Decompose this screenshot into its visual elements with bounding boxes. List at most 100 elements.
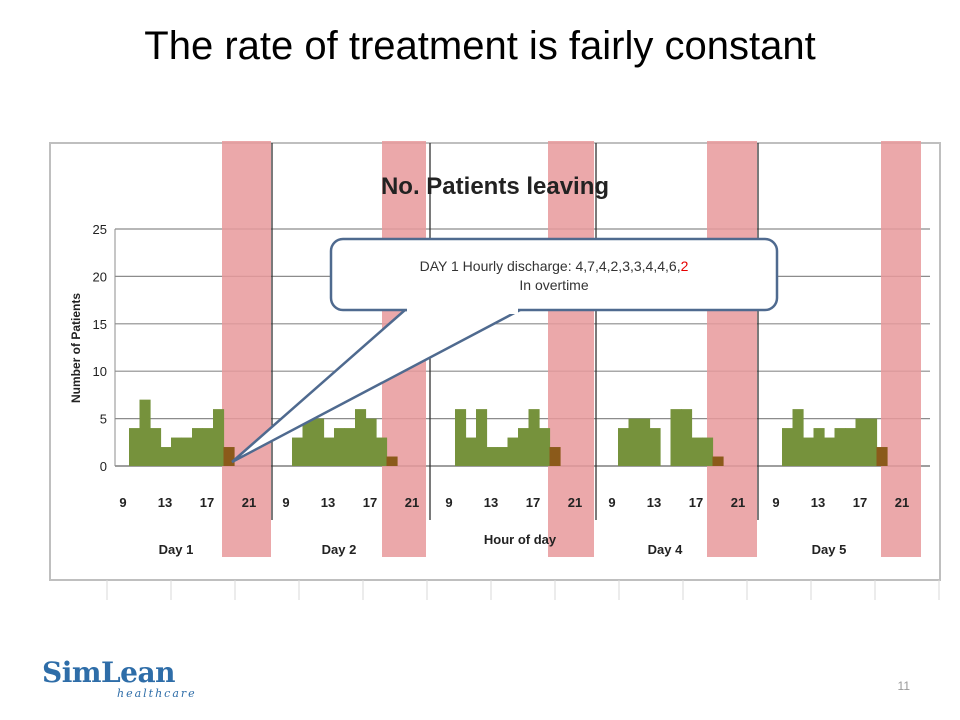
bar bbox=[192, 428, 204, 466]
bar bbox=[344, 428, 356, 466]
logo-wordmark: SimLean bbox=[42, 656, 176, 689]
day-label: Day 1 bbox=[159, 542, 194, 557]
overtime-band bbox=[548, 141, 594, 557]
day-label: Day 2 bbox=[322, 542, 357, 557]
bar bbox=[139, 399, 151, 466]
page-number: 11 bbox=[897, 679, 910, 693]
overtime-bar bbox=[876, 447, 888, 466]
overtime-band bbox=[222, 141, 271, 557]
x-tick-label: 9 bbox=[772, 495, 779, 510]
callout-line-1: DAY 1 Hourly discharge: 4,7,4,2,3,3,4,4,… bbox=[420, 258, 689, 274]
bar bbox=[539, 428, 551, 466]
bar bbox=[376, 437, 388, 466]
bar bbox=[455, 409, 467, 466]
bar bbox=[639, 418, 651, 466]
x-tick-label: 21 bbox=[242, 495, 256, 510]
x-tick-label: 13 bbox=[811, 495, 825, 510]
x-tick-label: 13 bbox=[484, 495, 498, 510]
callout-line-2: In overtime bbox=[519, 277, 588, 293]
bar bbox=[628, 418, 640, 466]
y-tick-label: 25 bbox=[93, 222, 107, 237]
x-tick-label: 17 bbox=[853, 495, 867, 510]
bar bbox=[528, 409, 540, 466]
callout: DAY 1 Hourly discharge: 4,7,4,2,3,3,4,4,… bbox=[231, 237, 779, 464]
callout-line-1-prefix: DAY 1 Hourly discharge: 4,7,4,2,3,3,4,4,… bbox=[420, 258, 681, 274]
chart-frame bbox=[49, 142, 941, 581]
bar bbox=[649, 428, 661, 466]
bar-layer bbox=[129, 399, 888, 466]
overtime-bar bbox=[386, 456, 398, 466]
bar bbox=[365, 418, 377, 466]
bar bbox=[507, 437, 519, 466]
bar bbox=[150, 428, 162, 466]
bar bbox=[824, 437, 836, 466]
bar bbox=[213, 409, 225, 466]
bar bbox=[486, 447, 498, 466]
callout-pointer-mask bbox=[407, 306, 518, 314]
bar bbox=[292, 437, 304, 466]
bar bbox=[834, 428, 846, 466]
overtime-bar bbox=[712, 456, 724, 466]
bar bbox=[302, 418, 314, 466]
overtime-band bbox=[881, 141, 921, 557]
y-tick-label: 15 bbox=[93, 317, 107, 332]
y-tick-label: 20 bbox=[93, 269, 107, 284]
overtime-bar bbox=[223, 447, 235, 466]
bar bbox=[792, 409, 804, 466]
bar bbox=[313, 418, 325, 466]
bar bbox=[476, 409, 488, 466]
x-tick-label: 17 bbox=[526, 495, 540, 510]
x-tick-label: 13 bbox=[321, 495, 335, 510]
x-tick-label: 9 bbox=[608, 495, 615, 510]
overtime-band bbox=[707, 141, 757, 557]
day-label: Day 5 bbox=[812, 542, 847, 557]
bar bbox=[803, 437, 815, 466]
bar bbox=[181, 437, 193, 466]
bar bbox=[618, 428, 630, 466]
x-tick-label: 21 bbox=[568, 495, 582, 510]
bar bbox=[845, 428, 857, 466]
x-tick-label: 17 bbox=[363, 495, 377, 510]
y-axis-label: Number of Patients bbox=[69, 293, 83, 403]
x-axis-label: Hour of day bbox=[484, 532, 557, 547]
bar bbox=[465, 437, 477, 466]
bar bbox=[782, 428, 794, 466]
day-label: Day 4 bbox=[648, 542, 683, 557]
bar bbox=[855, 418, 867, 466]
y-tick-label: 10 bbox=[93, 364, 107, 379]
bar bbox=[518, 428, 530, 466]
bar bbox=[334, 428, 346, 466]
bar bbox=[866, 418, 878, 466]
callout-box bbox=[329, 237, 779, 312]
overtime-bar bbox=[549, 447, 561, 466]
chart-title: No. Patients leaving bbox=[381, 173, 609, 200]
x-tick-label: 17 bbox=[200, 495, 214, 510]
bar bbox=[670, 409, 682, 466]
x-tick-label: 9 bbox=[119, 495, 126, 510]
bar bbox=[355, 409, 367, 466]
bar bbox=[497, 447, 509, 466]
bar bbox=[160, 447, 172, 466]
bar bbox=[813, 428, 825, 466]
callout-overtime-value: 2 bbox=[681, 258, 689, 274]
y-tick-label: 0 bbox=[100, 459, 107, 474]
x-tick-label: 9 bbox=[445, 495, 452, 510]
bar bbox=[323, 437, 335, 466]
bar bbox=[202, 428, 214, 466]
bar bbox=[702, 437, 714, 466]
x-tick-label: 13 bbox=[647, 495, 661, 510]
x-tick-label: 21 bbox=[895, 495, 909, 510]
x-tick-label: 21 bbox=[405, 495, 419, 510]
y-tick-label: 5 bbox=[100, 412, 107, 427]
bar bbox=[171, 437, 183, 466]
logo-tagline: healthcare bbox=[117, 687, 197, 700]
x-tick-label: 13 bbox=[158, 495, 172, 510]
x-tick-label: 9 bbox=[282, 495, 289, 510]
x-tick-label: 17 bbox=[689, 495, 703, 510]
x-tick-label: 21 bbox=[731, 495, 745, 510]
bar bbox=[691, 437, 703, 466]
simlean-logo: SimLean healthcare bbox=[42, 656, 195, 706]
bar bbox=[681, 409, 693, 466]
bar bbox=[129, 428, 141, 466]
